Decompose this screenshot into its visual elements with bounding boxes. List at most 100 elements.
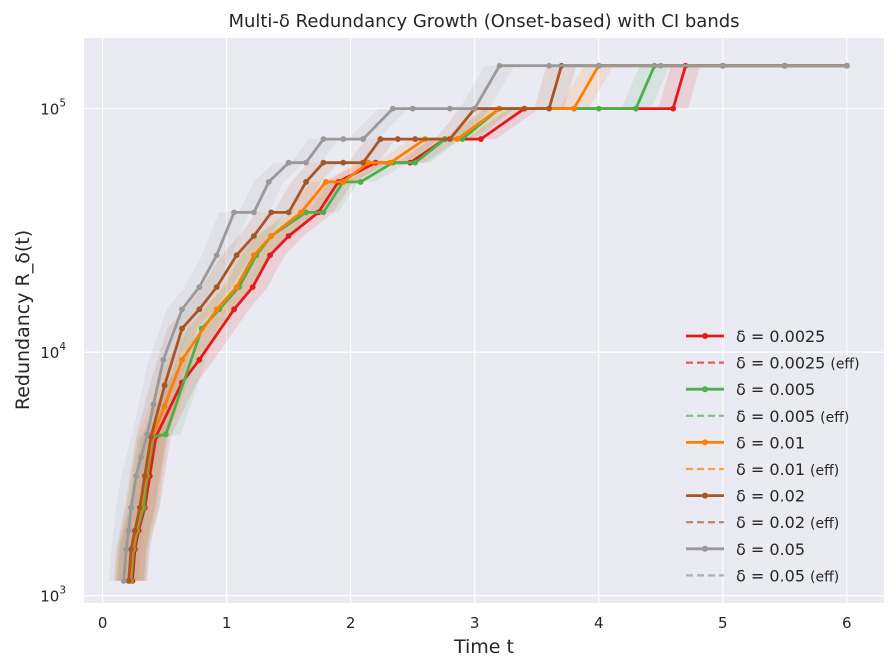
x-tick-label: 4 xyxy=(594,614,604,632)
data-point xyxy=(213,284,220,290)
data-point xyxy=(128,546,135,553)
legend-label: δ = 0.05 xyxy=(736,540,805,559)
data-point xyxy=(477,136,484,142)
y-axis-label: Redundancy R_δ(t) xyxy=(12,230,34,410)
data-point xyxy=(231,306,237,313)
data-point xyxy=(546,105,553,112)
data-point xyxy=(150,401,157,408)
data-point xyxy=(144,431,151,438)
ci-band xyxy=(113,65,862,581)
data-point xyxy=(595,105,602,112)
x-tick-label: 5 xyxy=(718,614,728,632)
data-point xyxy=(781,62,788,69)
data-point xyxy=(267,252,273,259)
data-point xyxy=(231,209,237,216)
legend-label: δ = 0.0025 (eff) xyxy=(736,354,860,373)
data-point xyxy=(633,105,639,112)
legend-label: δ = 0.05 (eff) xyxy=(736,566,839,585)
data-point xyxy=(233,284,240,290)
data-point xyxy=(128,504,135,511)
data-point xyxy=(161,403,168,410)
legend-label: δ = 0.01 xyxy=(736,433,805,452)
data-point xyxy=(409,105,416,112)
x-tick-label: 6 xyxy=(842,614,852,632)
x-tick-label: 0 xyxy=(98,614,108,632)
data-point xyxy=(213,306,220,313)
legend-label: δ = 0.02 xyxy=(736,487,805,506)
data-point xyxy=(196,356,203,363)
legend-marker xyxy=(702,439,708,446)
data-point xyxy=(285,159,292,166)
series-lines xyxy=(120,62,850,584)
data-point xyxy=(454,136,461,142)
data-point xyxy=(719,62,726,69)
data-point xyxy=(357,179,364,185)
data-point xyxy=(160,356,167,363)
chart-title: Multi-δ Redundancy Growth (Onset-based) … xyxy=(228,11,739,32)
x-tick-label: 3 xyxy=(470,614,480,632)
data-point xyxy=(138,454,144,461)
data-point xyxy=(340,159,347,166)
data-point xyxy=(340,136,347,142)
data-point xyxy=(213,252,220,259)
x-axis-label: Time t xyxy=(453,636,514,658)
data-point xyxy=(196,284,203,290)
legend-label: δ = 0.005 (eff) xyxy=(736,407,849,426)
data-point xyxy=(360,159,366,166)
legend-label: δ = 0.0025 xyxy=(736,327,825,346)
data-point xyxy=(365,159,371,166)
legend-marker xyxy=(702,333,708,339)
data-point xyxy=(843,62,850,69)
y-tick-label: 105 xyxy=(40,98,66,119)
legend-marker xyxy=(702,545,708,552)
data-point xyxy=(249,284,256,290)
data-point xyxy=(387,159,394,166)
data-point xyxy=(251,209,257,216)
data-point xyxy=(595,62,602,69)
data-point xyxy=(322,179,329,185)
data-point xyxy=(320,209,327,216)
data-point xyxy=(394,136,401,142)
data-point xyxy=(303,179,309,185)
data-point xyxy=(251,252,257,259)
legend: δ = 0.0025 δ = 0.0025 (eff) δ = 0.005 δ = 0.… xyxy=(686,327,860,585)
x-tick-label: 1 xyxy=(222,614,232,632)
data-point xyxy=(136,504,143,511)
data-point xyxy=(251,233,257,239)
data-point xyxy=(179,356,185,363)
data-point xyxy=(670,105,677,112)
legend-label: δ = 0.01 (eff) xyxy=(736,460,839,479)
data-point xyxy=(389,105,396,112)
legend-label: δ = 0.02 (eff) xyxy=(736,513,839,532)
data-point xyxy=(179,325,185,332)
data-point xyxy=(320,159,327,166)
data-point xyxy=(412,136,419,142)
data-point xyxy=(360,136,366,142)
data-point xyxy=(412,159,419,166)
legend-marker xyxy=(702,386,708,393)
data-point xyxy=(162,431,169,438)
data-point xyxy=(161,382,168,389)
data-point xyxy=(546,62,553,69)
data-point xyxy=(471,105,478,112)
data-point xyxy=(268,233,275,239)
data-point xyxy=(446,136,453,142)
data-point xyxy=(446,105,453,112)
data-point xyxy=(265,179,272,185)
data-point xyxy=(657,62,664,69)
data-point xyxy=(377,136,384,142)
data-point xyxy=(285,233,292,239)
data-point xyxy=(571,105,577,112)
data-point xyxy=(340,179,347,185)
data-point xyxy=(303,209,309,216)
y-tick-label: 103 xyxy=(40,585,66,606)
data-point xyxy=(303,159,309,166)
data-point xyxy=(320,136,327,142)
y-tick-label: 104 xyxy=(40,341,66,362)
plot-background xyxy=(84,38,884,603)
data-point xyxy=(233,252,240,259)
data-point xyxy=(125,527,132,534)
series-line xyxy=(131,64,847,582)
data-point xyxy=(125,578,132,584)
